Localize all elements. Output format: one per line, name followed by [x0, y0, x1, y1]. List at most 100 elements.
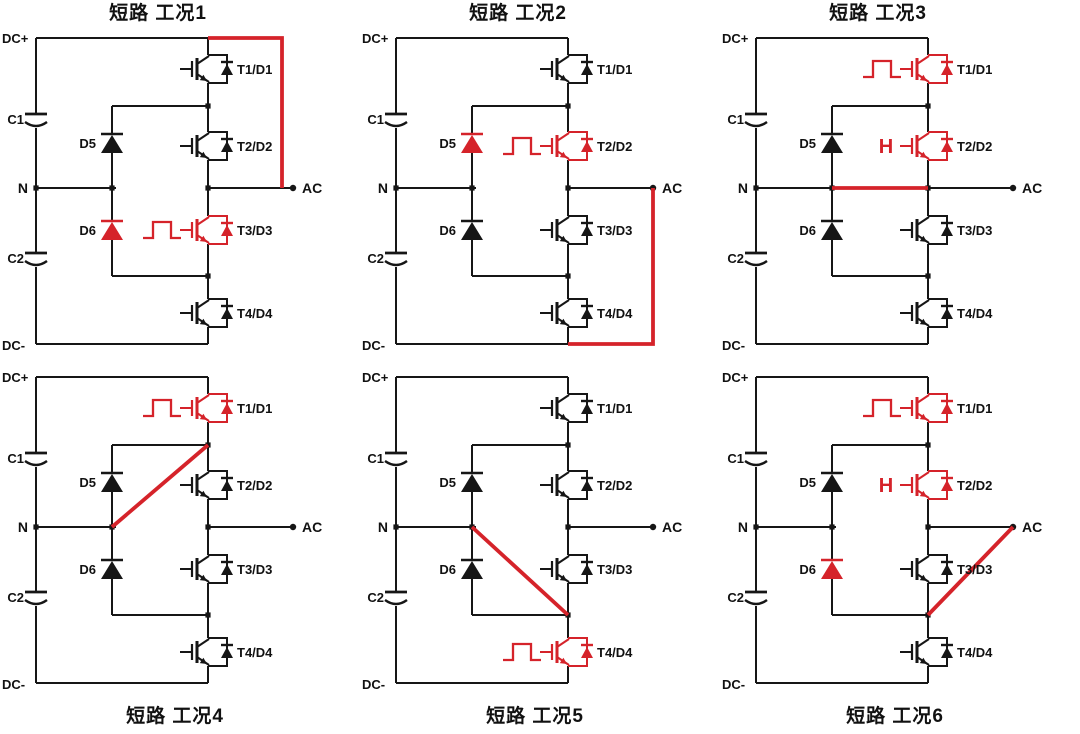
label-t1: T1/D1 — [237, 62, 272, 77]
label-d6: D6 — [79, 562, 96, 577]
junction-dot — [205, 185, 211, 191]
junction-dot — [829, 524, 835, 530]
gate-pulse-icon — [143, 220, 181, 240]
label-d5: D5 — [799, 475, 816, 490]
clamp-diode-d6-icon — [821, 558, 843, 579]
junction-dot — [565, 103, 571, 109]
label-t2: T2/D2 — [957, 478, 992, 493]
igbt-t3-icon — [180, 554, 233, 584]
label-c1: C1 — [727, 112, 744, 127]
label-d5: D5 — [79, 475, 96, 490]
label-c1: C1 — [367, 451, 384, 466]
label-c1: C1 — [7, 112, 24, 127]
igbt-t3-icon — [180, 215, 233, 245]
junction-dot — [109, 185, 115, 191]
capacitor-c2-icon — [744, 251, 768, 267]
igbt-t3-icon — [540, 554, 593, 584]
panel-title: 短路 工况6 — [846, 706, 944, 727]
clamp-diode-d6-icon — [461, 219, 483, 240]
h-marker: H — [879, 475, 893, 497]
capacitor-c1-icon — [24, 112, 48, 128]
label-t2: T2/D2 — [597, 139, 632, 154]
label-t3: T3/D3 — [597, 223, 632, 238]
label-dc-minus: DC- — [362, 338, 385, 353]
capacitor-c1-icon — [744, 451, 768, 467]
short-circuit-path — [926, 525, 1015, 617]
junction-dot — [925, 273, 931, 279]
label-t4: T4/D4 — [237, 306, 273, 321]
label-t1: T1/D1 — [957, 401, 992, 416]
label-dc-minus: DC- — [2, 677, 25, 692]
label-dc-plus: DC+ — [722, 370, 749, 385]
label-t1: T1/D1 — [957, 62, 992, 77]
clamp-diode-d6-icon — [101, 558, 123, 579]
label-t3: T3/D3 — [957, 562, 992, 577]
label-ac: AC — [302, 519, 322, 535]
igbt-t4-icon — [540, 637, 593, 667]
panel-title: 短路 工况3 — [829, 3, 927, 24]
igbt-t2-icon — [900, 131, 953, 161]
label-t4: T4/D4 — [957, 645, 993, 660]
ac-terminal-dot — [289, 184, 297, 192]
ac-terminal-dot — [289, 523, 297, 531]
junction-dot — [753, 524, 759, 530]
label-d6: D6 — [799, 562, 816, 577]
junction-dot — [925, 442, 931, 448]
label-t4: T4/D4 — [237, 645, 273, 660]
ac-terminal-dot — [1009, 184, 1017, 192]
capacitor-c1-icon — [744, 112, 768, 128]
circuit-schematic: DC+ DC- C1 C2 N AC D5 D6 T1/D1 T2/D2 T3/D3 T4/D4 — [2, 31, 322, 353]
junction-dot — [925, 103, 931, 109]
capacitor-c1-icon — [384, 451, 408, 467]
panel-title: 短路 工况1 — [109, 3, 207, 24]
label-t4: T4/D4 — [597, 645, 633, 660]
igbt-t1-icon — [540, 393, 593, 423]
circuit-schematic: H DC+ DC- C1 C2 N AC D5 D6 T1/D1 T2/D2 T3/D3 T4/D4 — [722, 31, 1042, 353]
label-c2: C2 — [367, 251, 384, 266]
junction-dot — [469, 185, 475, 191]
capacitor-c2-icon — [384, 590, 408, 606]
label-t2: T2/D2 — [957, 139, 992, 154]
panel-condition-3: 短路 工况3 H DC+ DC- C1 C2 N AC D5 D6 T1/D1 T2/D2 T3/D3 T… — [720, 0, 1080, 367]
label-t3: T3/D3 — [237, 562, 272, 577]
panel-title: 短路 工况2 — [469, 3, 567, 24]
label-t3: T3/D3 — [597, 562, 632, 577]
igbt-t2-icon — [180, 470, 233, 500]
label-t2: T2/D2 — [237, 478, 272, 493]
clamp-diode-d5-icon — [101, 471, 123, 492]
junction-dot — [925, 524, 931, 530]
igbt-t2-icon — [540, 131, 593, 161]
panel-title: 短路 工况4 — [126, 706, 224, 727]
label-neutral: N — [738, 519, 748, 535]
label-c2: C2 — [727, 590, 744, 605]
label-d6: D6 — [439, 562, 456, 577]
igbt-t4-icon — [900, 298, 953, 328]
junction-dot — [565, 185, 571, 191]
igbt-t4-icon — [900, 637, 953, 667]
label-neutral: N — [18, 519, 28, 535]
capacitor-c2-icon — [24, 251, 48, 267]
label-d5: D5 — [439, 136, 456, 151]
label-d5: D5 — [79, 136, 96, 151]
junction-dot — [393, 524, 399, 530]
igbt-t2-icon — [180, 131, 233, 161]
gate-pulse-icon — [503, 136, 541, 156]
label-t3: T3/D3 — [957, 223, 992, 238]
label-dc-minus: DC- — [2, 338, 25, 353]
label-ac: AC — [662, 180, 682, 196]
label-neutral: N — [18, 180, 28, 196]
gate-pulse-icon — [503, 642, 541, 662]
label-dc-minus: DC- — [722, 338, 745, 353]
clamp-diode-d6-icon — [821, 219, 843, 240]
label-c1: C1 — [7, 451, 24, 466]
label-c2: C2 — [367, 590, 384, 605]
gate-pulse-icon — [143, 398, 181, 418]
igbt-t1-icon — [900, 54, 953, 84]
capacitor-c2-icon — [384, 251, 408, 267]
junction-dot — [33, 524, 39, 530]
igbt-t1-icon — [540, 54, 593, 84]
panel-condition-6: H DC+ DC- C1 C2 N AC D5 D6 T1/D1 T2/D2 T3/D3 T4/D4 短路… — [720, 367, 1080, 734]
junction-dot — [565, 273, 571, 279]
panel-condition-1: 短路 工况1 DC+ DC- C1 C2 N AC D5 D6 T1/D1 T2/D2 T3/D3 T4… — [0, 0, 360, 367]
clamp-diode-d5-icon — [101, 132, 123, 153]
